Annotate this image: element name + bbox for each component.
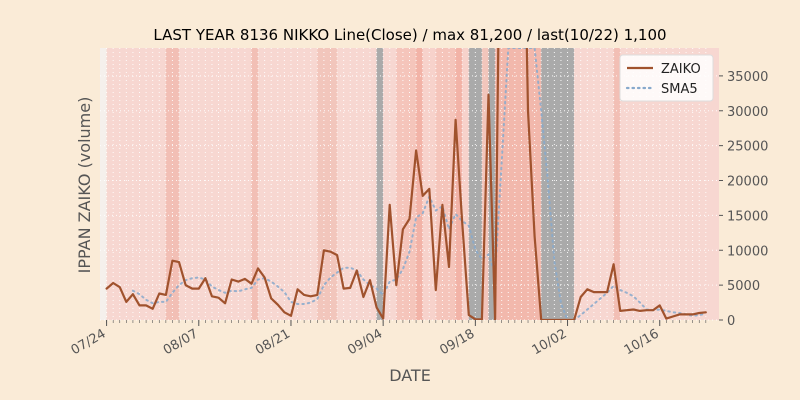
y-tick-label: 25000 [727, 140, 768, 155]
background-band [462, 48, 469, 320]
background-band [258, 48, 318, 320]
grid [100, 48, 719, 321]
legend-label-sma5: SMA5 [661, 82, 698, 97]
legend-box [619, 54, 714, 102]
chart-title: LAST YEAR 8136 NIKKO Line(Close) / max 8… [153, 26, 666, 44]
x-tick-label: 09/04 [345, 326, 385, 358]
y-tick-label: 0 [727, 314, 735, 329]
y-tick-label: 5000 [727, 279, 760, 294]
y-axis-label: IPPAN ZAIKO (volume) [75, 97, 94, 274]
background-band [251, 48, 259, 320]
series-group [105, 48, 707, 320]
y-tick-label: 20000 [727, 175, 768, 190]
x-tick-label: 10/02 [530, 326, 570, 358]
y-tick-label: 10000 [727, 244, 768, 259]
background-band [106, 48, 166, 320]
background-band [416, 48, 423, 320]
x-tick-label: 08/21 [253, 326, 293, 358]
y-tick-label: 30000 [727, 105, 768, 120]
background-band [541, 48, 575, 320]
legend: ZAIKO SMA5 [619, 54, 714, 102]
plot-area: 0 5000 10000 15000 20000 25000 30000 35000 07/24… [69, 48, 768, 358]
x-tick-label: 08/07 [161, 326, 201, 358]
background-band [495, 48, 542, 320]
legend-label-zaiko: ZAIKO [661, 62, 701, 77]
series-line-zaiko [105, 48, 707, 320]
x-tick-label: 07/24 [69, 326, 109, 358]
x-tick-label: 09/18 [437, 326, 477, 358]
background-band [100, 48, 107, 320]
y-tick-label: 15000 [727, 209, 768, 224]
background-band [613, 48, 621, 320]
background-band [179, 48, 252, 320]
x-tick-label: 10/16 [622, 326, 662, 358]
y-tick-label: 35000 [727, 70, 768, 85]
x-axis-label: DATE [389, 366, 431, 385]
background-band [376, 48, 384, 320]
